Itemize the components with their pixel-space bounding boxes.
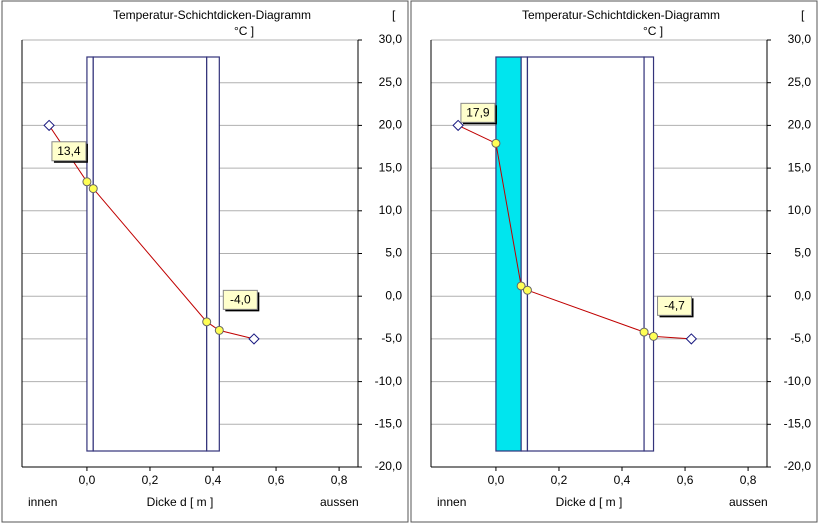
y-tick-label: 25,0: [788, 75, 812, 89]
y-tick-label: 10,0: [788, 203, 812, 217]
y-axis-label: [: [801, 8, 805, 22]
label-box: [657, 295, 693, 316]
x-tick-label: 0,0: [79, 473, 96, 487]
label-box: [460, 102, 496, 123]
y-tick-label: -20,0: [784, 459, 812, 473]
chart-title: Temperatur-Schichtdicken-Diagramm: [113, 8, 311, 22]
x-tick-label: 0,8: [740, 473, 757, 487]
x-tick-label: 0,2: [551, 473, 568, 487]
y-axis-label: °C ]: [234, 24, 254, 38]
data-label: -4,7: [664, 299, 685, 313]
y-tick-label: 15,0: [788, 160, 812, 174]
outer-label: aussen: [320, 495, 359, 509]
y-tick-label: 10,0: [379, 203, 403, 217]
y-tick-label: -20,0: [375, 459, 403, 473]
temperature-line: [48, 125, 255, 340]
y-tick-label: 20,0: [379, 118, 403, 132]
layer: [86, 56, 94, 452]
y-tick-label: -15,0: [375, 416, 403, 430]
inner-label: innen: [28, 495, 57, 509]
data-label: 13,4: [57, 144, 81, 158]
y-tick-label: -5,0: [790, 331, 811, 345]
y-tick-label: 0,0: [385, 288, 402, 302]
y-tick-label: -15,0: [784, 416, 812, 430]
x-tick-label: 0,8: [331, 473, 348, 487]
x-tick-label: 0,6: [268, 473, 285, 487]
outer-label: aussen: [729, 495, 768, 509]
y-tick-label: 5,0: [385, 246, 402, 260]
y-tick-label: 25,0: [379, 75, 403, 89]
x-tick-label: 0,4: [205, 473, 222, 487]
chart-title: Temperatur-Schichtdicken-Diagramm: [522, 8, 720, 22]
y-tick-label: 5,0: [794, 246, 811, 260]
boundary-point: [685, 333, 698, 345]
layer-point: [639, 327, 649, 337]
y-tick-label: 20,0: [788, 118, 812, 132]
y-tick-label: 0,0: [794, 288, 811, 302]
y-tick-label: -5,0: [381, 331, 402, 345]
layer: [206, 56, 220, 452]
y-tick-label: -10,0: [784, 374, 812, 388]
x-tick-label: 0,4: [614, 473, 631, 487]
y-tick-label: 30,0: [788, 32, 812, 46]
layer: [643, 56, 655, 452]
layer-point: [522, 285, 532, 295]
inner-label: innen: [437, 495, 466, 509]
x-tick-label: 0,2: [142, 473, 159, 487]
layer: [92, 56, 208, 452]
layer-point: [202, 317, 212, 327]
layer-point: [82, 177, 92, 187]
y-tick-label: 15,0: [379, 160, 403, 174]
boundary-point: [248, 333, 260, 345]
layer-point: [88, 184, 98, 194]
layer: [526, 56, 645, 452]
layer: [495, 56, 522, 452]
layer-point: [649, 331, 659, 341]
y-tick-label: 30,0: [379, 32, 403, 46]
x-axis-label: Dicke d [ m ]: [556, 495, 623, 509]
boundary-point: [452, 119, 464, 132]
label-box: [51, 141, 87, 162]
boundary-point: [43, 119, 55, 132]
layer-point: [491, 138, 501, 148]
x-axis-label: Dicke d [ m ]: [147, 495, 214, 509]
label-box: [222, 289, 258, 310]
y-tick-label: -10,0: [375, 374, 403, 388]
layer-point: [516, 281, 526, 291]
data-label: -4,0: [230, 293, 251, 307]
layer-point: [214, 325, 224, 335]
x-tick-label: 0,0: [488, 473, 505, 487]
y-axis-label: °C ]: [643, 24, 663, 38]
layer: [520, 56, 529, 452]
data-label: 17,9: [466, 106, 490, 120]
x-tick-label: 0,6: [677, 473, 694, 487]
y-axis-label: [: [392, 8, 396, 22]
